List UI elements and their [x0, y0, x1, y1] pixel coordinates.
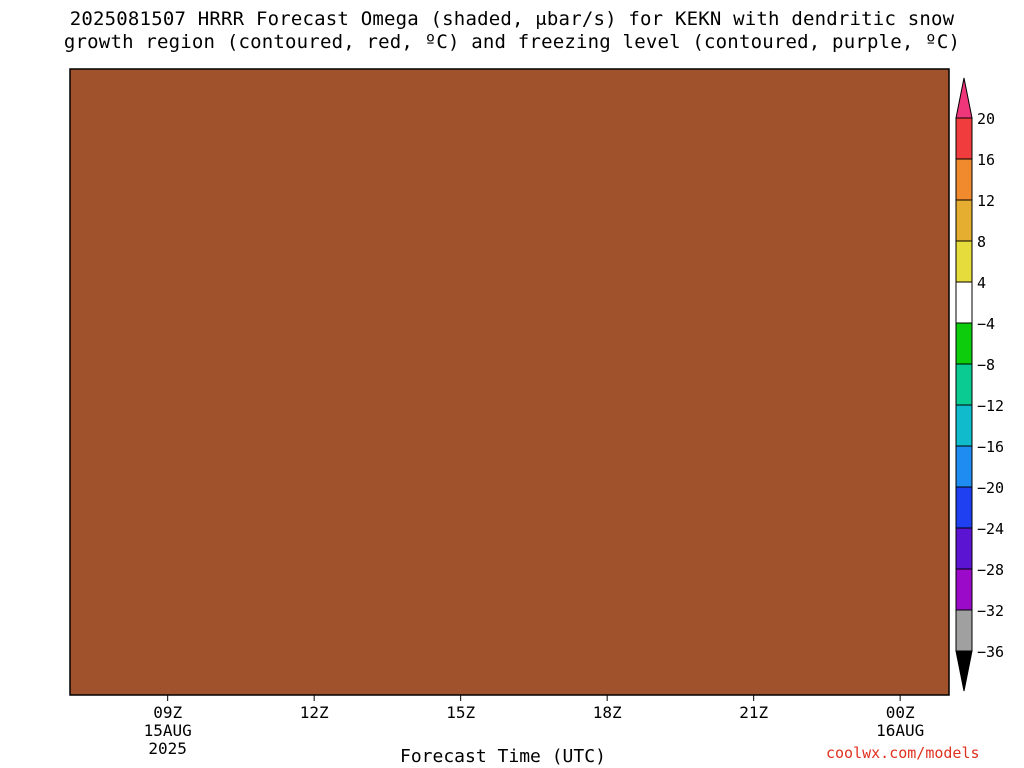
colorbar-label: −24 — [977, 520, 1004, 538]
x-tick-label: 15AUG — [144, 721, 192, 740]
x-tick-label: 00Z — [886, 703, 915, 722]
colorbar-label: −32 — [977, 602, 1004, 620]
colorbar-label: −28 — [977, 561, 1004, 579]
colorbar-label: −36 — [977, 643, 1004, 661]
x-tick-label: 15Z — [446, 703, 475, 722]
colorbar-segment — [955, 322, 973, 365]
x-axis-label: Forecast Time (UTC) — [400, 746, 606, 767]
terrain — [70, 69, 949, 695]
x-tick-label: 21Z — [739, 703, 768, 722]
colorbar-label: 16 — [977, 151, 995, 169]
colorbar-label: −4 — [977, 315, 995, 333]
colorbar-segment — [955, 240, 973, 283]
colorbar-label: −16 — [977, 438, 1004, 456]
x-tick-label: 16AUG — [876, 721, 924, 740]
colorbar-segment — [955, 117, 973, 160]
credit-link[interactable]: coolwx.com/models — [826, 744, 980, 762]
colorbar-segment — [955, 527, 973, 570]
x-tick-label: 12Z — [300, 703, 329, 722]
colorbar-segment — [955, 363, 973, 406]
colorbar-bottom-arrow — [955, 650, 973, 692]
colorbar-segment — [955, 486, 973, 529]
title-line-2: growth region (contoured, red, ºC) and f… — [63, 31, 961, 53]
colorbar-segment — [955, 281, 973, 324]
chart-title: 2025081507 HRRR Forecast Omega (shaded, … — [0, 8, 1024, 54]
colorbar-top-arrow — [955, 77, 973, 119]
colorbar-label: −12 — [977, 397, 1004, 415]
colorbar-label: 4 — [977, 274, 986, 292]
colorbar-segment — [955, 445, 973, 488]
x-tick-label: 09Z — [153, 703, 182, 722]
colorbar-segment — [955, 568, 973, 611]
colorbar: 20 16 12 8 4 −4 −8 −12 −16 −20 −24 −28 −32 −36 — [955, 77, 1004, 692]
colorbar-label: 8 — [977, 233, 986, 251]
colorbar-segment — [955, 199, 973, 242]
x-tick-label: 2025 — [148, 739, 187, 758]
plot-frame — [69, 68, 950, 696]
colorbar-label: 12 — [977, 192, 995, 210]
colorbar-label: 20 — [977, 110, 995, 128]
title-line-1: 2025081507 HRRR Forecast Omega (shaded, … — [69, 8, 955, 30]
colorbar-segment — [955, 404, 973, 447]
colorbar-segment — [955, 609, 973, 652]
colorbar-label: −20 — [977, 479, 1004, 497]
terrain-fill — [70, 69, 949, 695]
colorbar-label: −8 — [977, 356, 995, 374]
colorbar-segment — [955, 158, 973, 201]
x-tick-label: 18Z — [593, 703, 622, 722]
